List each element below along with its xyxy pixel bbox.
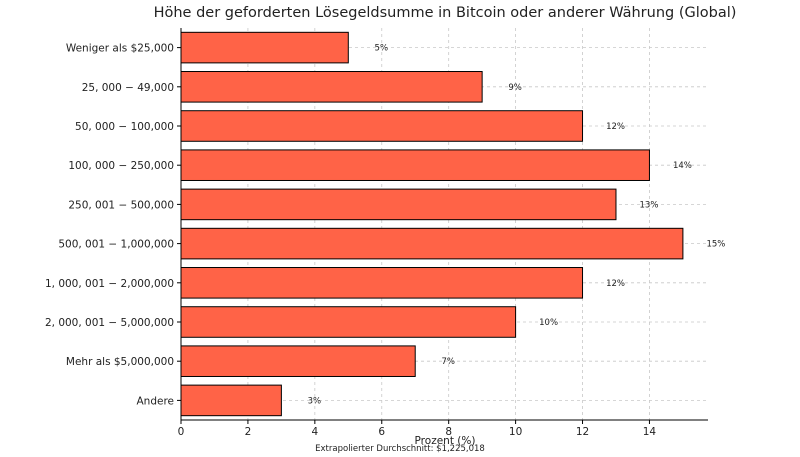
y-tick-label: 100, 000 − 250,000 — [68, 160, 174, 172]
x-axis-label: Prozent (%) — [415, 435, 476, 447]
data-label: 9% — [508, 83, 522, 93]
data-label: 15% — [706, 240, 725, 250]
bars-layer — [180, 31, 684, 417]
y-tick-label: 25, 000 − 49,000 — [82, 82, 174, 94]
bar — [180, 384, 282, 417]
x-tick-label: 10 — [509, 426, 522, 438]
data-label: 7% — [441, 357, 455, 367]
average-annotation: Extrapolierter Durchschnitt: $1,225,018 — [315, 444, 485, 454]
bar — [180, 149, 650, 181]
y-tick-label: Mehr als $5,000,000 — [66, 356, 174, 368]
chart-title: Höhe der geforderten Lösegeldsumme in Bi… — [154, 5, 737, 21]
x-tick-label: 12 — [576, 426, 589, 438]
bar — [180, 227, 684, 260]
y-tick-label: Andere — [136, 395, 174, 407]
data-label: 10% — [539, 318, 558, 328]
bar — [180, 31, 349, 64]
data-label: 12% — [606, 279, 625, 289]
y-tick-label: 2, 000, 001 − 5,000,000 — [45, 317, 174, 329]
labels-layer: Weniger als $25,000 5% 25, 000 − 49,000 9% 5… — [45, 43, 725, 408]
x-tick-label: 0 — [178, 426, 185, 438]
bar — [180, 110, 584, 142]
y-tick-label: 1, 000, 001 − 2,000,000 — [45, 278, 174, 290]
y-tick-label: 50, 000 − 100,000 — [75, 121, 174, 133]
bar — [180, 267, 584, 299]
y-tick-label: 500, 001 − 1,000,000 — [58, 239, 174, 251]
x-tick-label: 4 — [311, 426, 318, 438]
data-label: 13% — [640, 200, 659, 210]
bar — [180, 71, 483, 103]
bar — [180, 345, 416, 377]
data-label: 12% — [606, 122, 625, 132]
x-tick-label: 2 — [245, 426, 252, 438]
x-tick-label: 14 — [643, 426, 657, 438]
x-tick-label: 8 — [445, 426, 452, 438]
data-label: 3% — [308, 396, 322, 406]
y-tick-label: Weniger als $25,000 — [66, 43, 174, 55]
bar — [180, 188, 617, 221]
bar — [180, 306, 517, 338]
data-label: 14% — [673, 161, 692, 171]
data-label: 5% — [375, 44, 389, 54]
x-tick-label: 6 — [378, 426, 385, 438]
y-tick-label: 250, 001 − 500,000 — [68, 199, 174, 211]
axes-layer: 0 2 4 6 8 10 12 14 — [177, 28, 708, 438]
